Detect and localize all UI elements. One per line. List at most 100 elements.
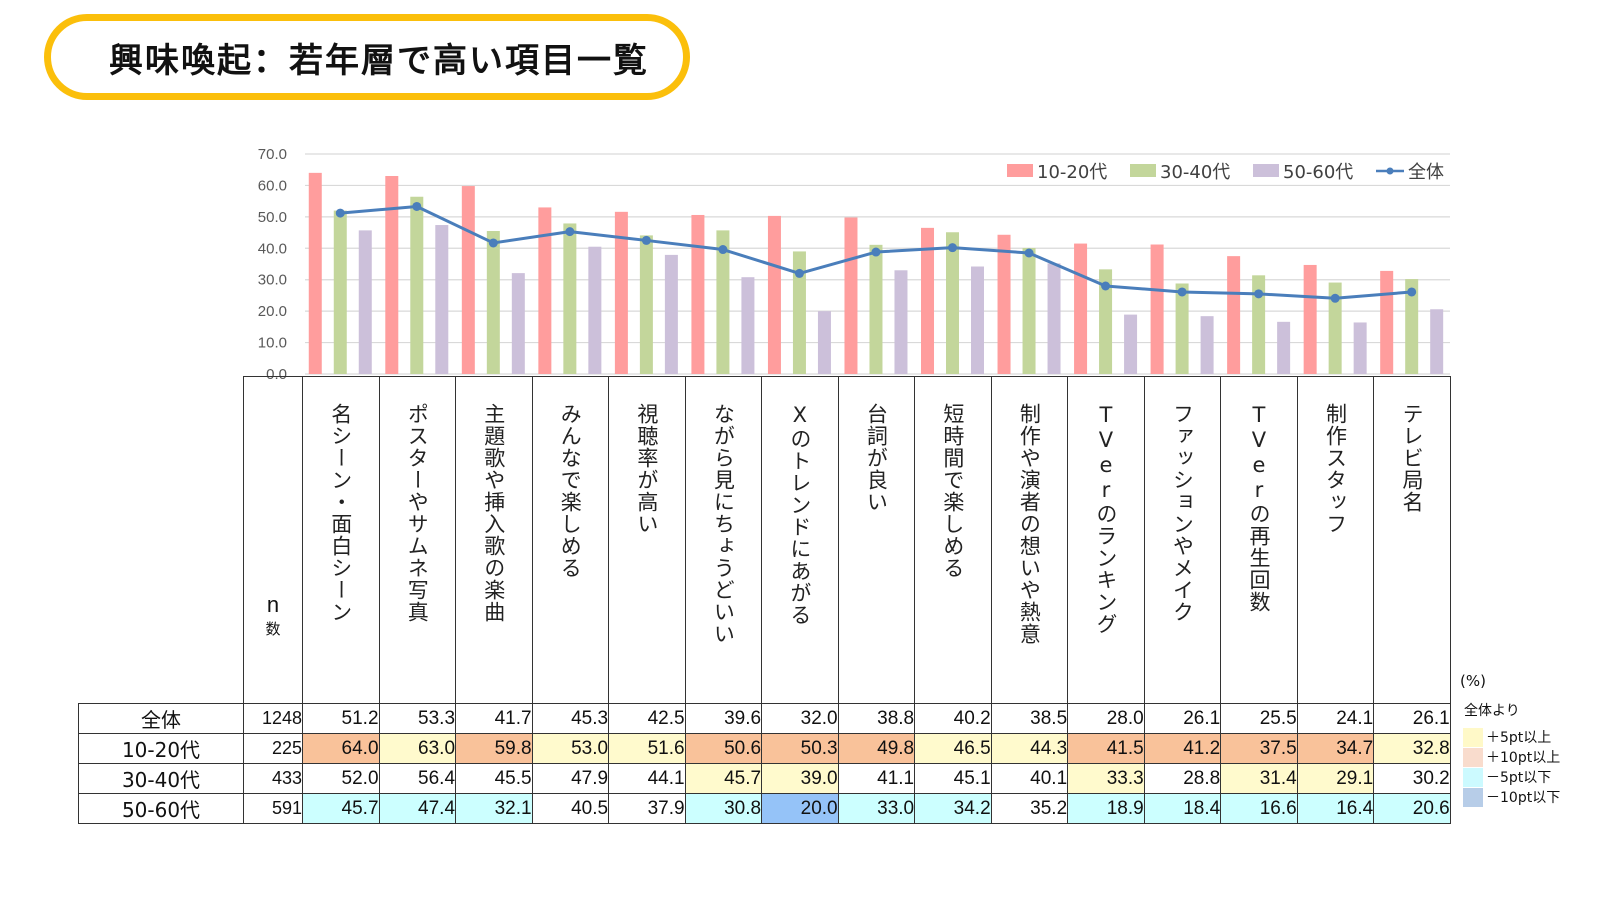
blank-cell xyxy=(78,376,244,704)
table-cell: 40.1 xyxy=(990,763,1069,794)
table-cell: 45.7 xyxy=(684,763,763,794)
bar-10-20代 xyxy=(997,234,1011,374)
table-cell: 37.5 xyxy=(1220,733,1298,764)
table-row: 全体 1248 51.2 53.3 41.7 45.3 42.5 39.6 32.0 38.8 40… xyxy=(78,703,1451,734)
bar-50-60代 xyxy=(1277,321,1291,374)
bar-50-60代 xyxy=(588,246,602,374)
line-point xyxy=(1024,248,1034,258)
n-value: 433 xyxy=(243,763,303,794)
line-point xyxy=(794,268,804,278)
table-cell: 39.6 xyxy=(684,703,763,734)
legend-swatch xyxy=(1007,164,1033,177)
legend-swatch xyxy=(1130,164,1156,177)
bar-50-60代 xyxy=(511,273,525,374)
line-point xyxy=(565,227,575,237)
table-cell: 34.7 xyxy=(1296,733,1375,764)
table-cell: 38.8 xyxy=(837,703,916,734)
y-tick-label: 50.0 xyxy=(258,209,287,226)
n-value: 591 xyxy=(243,793,303,824)
bar-50-60代 xyxy=(435,225,449,374)
table-row: 10-20代 225 64.0 63.0 59.8 53.0 51.6 50.6 50.3 49.… xyxy=(78,733,1451,764)
table-cell: 37.9 xyxy=(608,793,686,824)
bar-10-20代 xyxy=(461,186,475,374)
chart-legend: 10-20代 30-40代 50-60代 全体 xyxy=(1007,162,1444,183)
category-label: TVerのランキング xyxy=(1093,403,1118,635)
table-cell: 45.7 xyxy=(302,793,380,824)
table-cell: 45.3 xyxy=(531,703,610,734)
table-cell: 28.0 xyxy=(1067,703,1145,734)
line-point xyxy=(412,201,422,211)
row-label: 50-60代 xyxy=(78,793,244,824)
n-value: 1248 xyxy=(243,703,303,734)
line-point xyxy=(1177,287,1187,297)
bar-10-20代 xyxy=(308,172,322,374)
table-cell: 53.0 xyxy=(531,733,610,764)
table-cell: 49.8 xyxy=(837,733,916,764)
table-cell: 42.5 xyxy=(608,703,686,734)
bar-10-20代 xyxy=(1380,270,1394,374)
category-label: 名シーン・面白シーン xyxy=(328,403,353,623)
highlight-label: ＋5pt以上 xyxy=(1486,730,1552,746)
table-cell: 34.2 xyxy=(914,793,992,824)
bar-50-60代 xyxy=(1047,263,1061,374)
bar-30-40代 xyxy=(792,251,806,374)
table-cell: 64.0 xyxy=(302,733,380,764)
table-cell: 50.3 xyxy=(761,733,839,764)
title-banner: 興味喚起：若年層で高い項目一覧 xyxy=(44,14,690,100)
bar-50-60代 xyxy=(1353,322,1367,374)
bar-50-60代 xyxy=(1124,314,1138,374)
table-cell: 47.4 xyxy=(378,793,457,824)
bar-10-20代 xyxy=(385,176,399,374)
highlight-swatch xyxy=(1463,727,1483,747)
bar-30-40代 xyxy=(410,196,424,374)
row-label: 10-20代 xyxy=(78,733,244,764)
category-header: テレビ局名 xyxy=(1373,376,1451,704)
table-cell: 18.4 xyxy=(1143,793,1222,824)
line-point xyxy=(1330,293,1340,303)
category-label: 制作や演者の想いや熱意 xyxy=(1017,403,1042,645)
table-cell: 18.9 xyxy=(1067,793,1145,824)
bar-30-40代 xyxy=(946,232,960,374)
legend-label: 全体 xyxy=(1408,162,1444,183)
table-cell: 53.3 xyxy=(378,703,457,734)
overall-line xyxy=(335,201,1417,303)
table-cell: 38.5 xyxy=(990,703,1069,734)
line-point xyxy=(1101,281,1111,291)
legend-label: 30-40代 xyxy=(1160,162,1230,183)
bar-30-40代 xyxy=(563,223,577,374)
table-cell: 44.1 xyxy=(608,763,686,794)
table-cell: 40.2 xyxy=(914,703,992,734)
category-label: Xのトレンドにあがる xyxy=(787,403,812,626)
table-cell: 41.2 xyxy=(1143,733,1222,764)
line-point xyxy=(1254,289,1264,299)
category-label: ながら見にちょうどいい xyxy=(711,403,736,645)
n-header-text: n xyxy=(266,591,280,617)
line-point xyxy=(488,238,498,248)
highlight-label: ＋10pt以上 xyxy=(1486,750,1561,766)
table-cell: 51.6 xyxy=(608,733,686,764)
table-cell: 50.6 xyxy=(684,733,763,764)
y-tick-label: 20.0 xyxy=(258,303,287,320)
table-cell: 24.1 xyxy=(1296,703,1375,734)
table-cell: 20.0 xyxy=(761,793,839,824)
category-label: 主題歌や挿入歌の楽曲 xyxy=(481,403,506,623)
bar-10-20代 xyxy=(1227,256,1241,374)
category-header: ながら見にちょうどいい xyxy=(684,376,763,704)
category-header: ファッションやメイク xyxy=(1143,376,1222,704)
table-cell: 29.1 xyxy=(1296,763,1375,794)
bar-30-40代 xyxy=(333,210,347,374)
y-tick-label: 70.0 xyxy=(258,146,287,163)
table-cell: 32.0 xyxy=(761,703,839,734)
category-header: ポスターやサムネ写真 xyxy=(378,376,457,704)
table-cell: 32.8 xyxy=(1373,733,1451,764)
page-title: 興味喚起：若年層で高い項目一覧 xyxy=(109,40,649,81)
table-cell: 30.8 xyxy=(684,793,763,824)
bar-10-20代 xyxy=(538,207,552,374)
bar-50-60代 xyxy=(741,277,755,374)
bar-10-20代 xyxy=(614,211,628,374)
bar-30-40代 xyxy=(1252,275,1266,374)
category-header: Xのトレンドにあがる xyxy=(761,376,839,704)
category-label: ポスターやサムネ写真 xyxy=(405,403,430,623)
table-cell: 40.5 xyxy=(531,793,610,824)
y-tick-label: 30.0 xyxy=(258,272,287,289)
